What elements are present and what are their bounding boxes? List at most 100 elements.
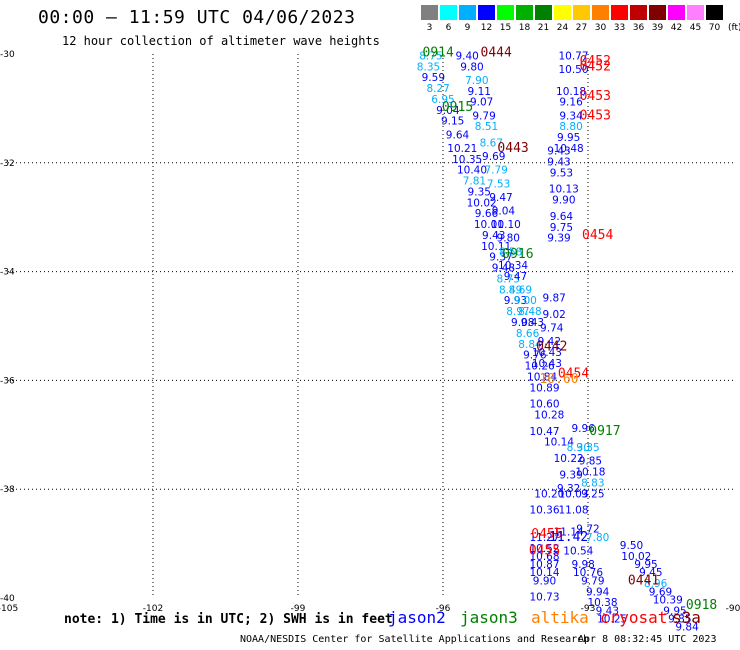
data-point-label: 8.30: [567, 442, 590, 454]
legend-swatch: [535, 5, 552, 20]
chart-subtitle: 12 hour collection of altimeter wave hei…: [62, 34, 380, 48]
x-tick-label: -93: [581, 604, 596, 614]
data-point-label: 10.02: [621, 551, 651, 563]
timestamp: Apr 8 08:32:45 UTC 2023: [578, 634, 717, 645]
data-point-label: 11.27: [529, 532, 559, 544]
legend-label: 18: [518, 23, 531, 33]
data-point-label: 9.34: [559, 110, 583, 122]
legend-swatch: [440, 5, 457, 20]
legend-swatch: [687, 5, 704, 20]
data-point-label: 10.43: [532, 347, 562, 359]
data-point-label: 10.28: [534, 409, 564, 421]
data-point-label: 10.20: [534, 488, 564, 500]
legend-label: 3: [426, 23, 433, 33]
data-point-label: 8.48: [518, 306, 541, 318]
data-point-label: 8.97: [506, 306, 529, 318]
data-point-label: 10.60: [529, 399, 559, 411]
pass-label: 11.42: [549, 530, 588, 545]
legend-swatch: [478, 5, 495, 20]
data-point-label: 9.35: [576, 442, 599, 454]
pass-label: 0454: [582, 228, 613, 243]
data-point-label: 10.52: [529, 543, 559, 555]
data-point-label: 9.80: [460, 61, 483, 73]
data-point-label: 10.77: [558, 50, 588, 62]
data-point-label: 9.76: [523, 350, 547, 362]
data-point-label: 10.14: [529, 567, 559, 579]
data-point-label: 8.51: [475, 121, 498, 133]
data-point-label: 8.80: [559, 121, 582, 133]
legend-label: 70: [708, 23, 721, 33]
pass-label: 0453: [580, 89, 611, 104]
data-point-label: 7.90: [465, 75, 488, 87]
data-point-label: 10.89: [529, 382, 559, 394]
legend-label: 33: [613, 23, 626, 33]
pass-label: 0918: [686, 598, 717, 613]
legend-swatch: [706, 5, 723, 20]
legend-label: 36: [632, 23, 645, 33]
data-point-label: 7.53: [487, 178, 510, 190]
data-point-label: 8.49: [499, 284, 522, 296]
legend-label: 39: [651, 23, 664, 33]
legend-label: 24: [556, 23, 569, 33]
legend-swatch: [630, 5, 647, 20]
legend-label: 45: [689, 23, 702, 33]
data-point-label: 10.13: [549, 184, 579, 196]
legend-swatch: [497, 5, 514, 20]
data-point-label: 9.95: [634, 559, 657, 571]
data-point-label: 8.84: [518, 339, 542, 351]
color-legend-unit: (ft): [728, 23, 740, 33]
x-tick-label: -105: [0, 604, 18, 614]
data-point-label: 9.02: [542, 309, 565, 321]
data-point-label: 10.01: [474, 219, 504, 231]
data-point-label: 10.87: [529, 559, 559, 571]
data-point-label: 9.48: [492, 263, 515, 275]
data-point-label: 10.18: [575, 467, 605, 479]
y-tick-label: -32: [0, 159, 15, 169]
pass-label: 0916: [502, 247, 533, 262]
data-point-label: 8.75: [419, 50, 442, 62]
data-point-label: 9.50: [620, 540, 643, 552]
legend-label: 9: [464, 23, 471, 33]
data-point-label: 9.04: [492, 205, 516, 217]
pass-label: 0454: [558, 367, 589, 382]
data-point-label: 9.69: [482, 151, 505, 163]
data-point-label: 9.53: [550, 167, 573, 179]
data-point-label: 10.39: [653, 594, 683, 606]
data-point-label: 9.08: [511, 317, 534, 329]
data-point-label: 6.95: [431, 94, 454, 106]
data-point-label: 9.90: [552, 195, 575, 207]
data-point-label: 9.32: [557, 483, 580, 495]
data-point-label: 9.40: [455, 50, 478, 62]
data-point-label: 8.27: [426, 83, 449, 95]
data-point-label: 9.43: [482, 230, 505, 242]
data-point-label: 10.54: [563, 545, 593, 557]
legend-altika: altika: [531, 608, 589, 627]
data-point-label: 7.79: [484, 165, 507, 177]
legend-swatch: [668, 5, 685, 20]
footer-note: note: 1) Time is in UTC; 2) SWH is in fe…: [64, 612, 393, 627]
data-point-label: 9.85: [579, 456, 602, 468]
data-point-label: 9.98: [571, 559, 594, 571]
pass-label: 0443: [497, 141, 528, 156]
data-point-label: 10.26: [525, 361, 555, 373]
legend-swatch: [554, 5, 571, 20]
data-point-label: 10.47: [529, 426, 559, 438]
data-point-label: 10.21: [447, 143, 477, 155]
data-point-label: 9.95: [663, 605, 686, 617]
pass-label: 0452: [580, 54, 611, 69]
pass-label: 0442: [536, 339, 567, 354]
data-point-label: 10.25: [597, 613, 627, 625]
data-point-label: 9.16: [559, 97, 583, 109]
legend-label: 15: [499, 23, 512, 33]
data-point-label: 9.75: [550, 222, 573, 234]
data-point-label: 10.35: [452, 154, 482, 166]
data-point-label: 7.80: [586, 532, 609, 544]
data-point-label: 9.64: [550, 211, 574, 223]
data-point-label: 9.42: [538, 336, 561, 348]
pass-label: 0441: [628, 573, 659, 588]
data-point-label: 8.58: [499, 246, 522, 258]
legend-label: 42: [670, 23, 683, 33]
data-point-label: 9.66: [475, 208, 499, 220]
legend-label: 27: [575, 23, 588, 33]
